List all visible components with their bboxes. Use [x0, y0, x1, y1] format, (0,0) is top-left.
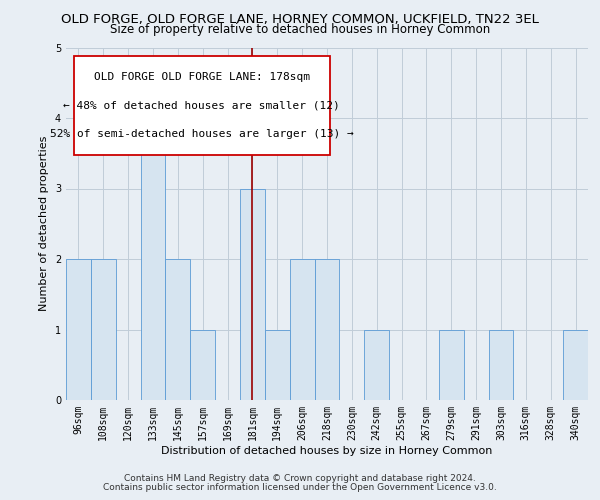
Text: Contains HM Land Registry data © Crown copyright and database right 2024.: Contains HM Land Registry data © Crown c…	[124, 474, 476, 483]
Y-axis label: Number of detached properties: Number of detached properties	[40, 136, 49, 312]
X-axis label: Distribution of detached houses by size in Horney Common: Distribution of detached houses by size …	[161, 446, 493, 456]
Bar	[91, 259, 116, 400]
Bar	[290, 259, 314, 400]
Text: Contains public sector information licensed under the Open Government Licence v3: Contains public sector information licen…	[103, 484, 497, 492]
Bar	[439, 330, 464, 400]
Text: OLD FORGE, OLD FORGE LANE, HORNEY COMMON, UCKFIELD, TN22 3EL: OLD FORGE, OLD FORGE LANE, HORNEY COMMON…	[61, 12, 539, 26]
Bar	[488, 330, 514, 400]
Text: Size of property relative to detached houses in Horney Common: Size of property relative to detached ho…	[110, 22, 490, 36]
Bar	[314, 259, 340, 400]
Bar	[190, 330, 215, 400]
Bar	[563, 330, 588, 400]
Text: ← 48% of detached houses are smaller (12): ← 48% of detached houses are smaller (12…	[64, 100, 340, 110]
Text: 52% of semi-detached houses are larger (13) →: 52% of semi-detached houses are larger (…	[50, 128, 353, 138]
Bar	[166, 259, 190, 400]
Bar	[140, 118, 166, 400]
Bar	[240, 188, 265, 400]
FancyBboxPatch shape	[74, 56, 329, 155]
Bar	[66, 259, 91, 400]
Text: OLD FORGE OLD FORGE LANE: 178sqm: OLD FORGE OLD FORGE LANE: 178sqm	[94, 72, 310, 82]
Bar	[364, 330, 389, 400]
Bar	[265, 330, 290, 400]
